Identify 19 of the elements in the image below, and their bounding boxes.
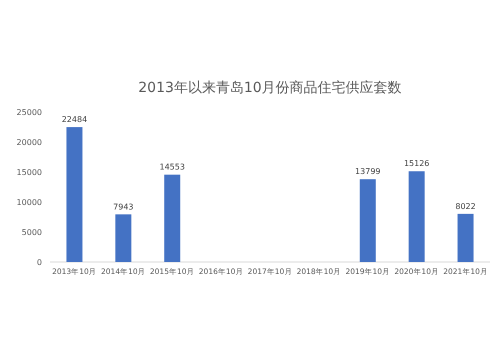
bar	[115, 214, 132, 262]
y-tick-label: 0	[36, 258, 42, 267]
data-label: 13799	[355, 167, 381, 176]
y-tick-label: 20000	[16, 138, 42, 147]
chart-title: 2013年以来青岛10月份商品住宅供应套数	[138, 80, 402, 96]
data-label: 14553	[159, 162, 185, 172]
data-label: 22484	[62, 115, 88, 124]
data-label: 15126	[404, 159, 430, 168]
data-label: 8022	[455, 202, 476, 211]
bar	[360, 179, 376, 262]
y-tick-label: 25000	[16, 108, 42, 117]
y-tick-label: 5000	[22, 228, 42, 237]
bar	[458, 214, 474, 262]
data-label: 7943	[113, 202, 134, 212]
y-tick-label: 15000	[16, 168, 42, 177]
bar	[66, 127, 82, 262]
bar	[408, 171, 425, 262]
y-tick-label: 10000	[16, 198, 42, 207]
bar	[164, 174, 180, 262]
